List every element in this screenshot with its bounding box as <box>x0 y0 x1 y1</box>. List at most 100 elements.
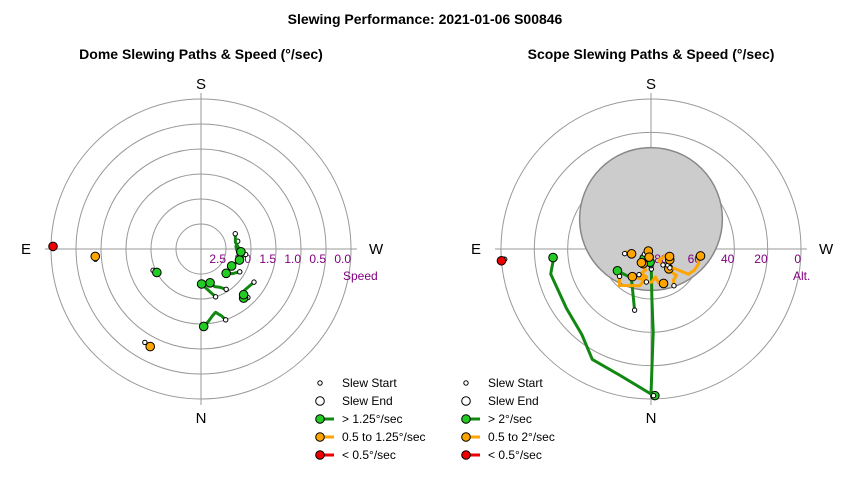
slew-start-marker <box>142 339 148 346</box>
slew-path-line <box>202 310 228 328</box>
slew-start-marker <box>232 231 238 237</box>
slew-end-marker <box>198 321 209 332</box>
legend: Slew Start Slew End > 1.25°/sec 0.5 to 1.25… <box>315 376 426 462</box>
legend-entry: 0.5 to 2°/sec <box>461 430 555 444</box>
slew-start-marker <box>650 392 657 399</box>
legend-label: > 1.25°/sec <box>342 412 403 426</box>
slew-path-line <box>617 272 649 288</box>
legend-entry: > 1.25°/sec <box>315 412 403 426</box>
slew-path-line <box>549 256 656 398</box>
compass-s: S <box>196 76 206 93</box>
legend-entry: Slew End <box>315 394 393 408</box>
slew-path <box>196 279 219 300</box>
slew-path-line <box>668 254 702 276</box>
slew-path <box>636 257 647 268</box>
tick-label: 0 <box>794 252 801 266</box>
slew-path <box>142 339 156 352</box>
slew-start-marker <box>212 294 219 300</box>
slew-path <box>48 241 58 252</box>
slew-end-marker <box>636 257 647 268</box>
tick-label: 2.5 <box>209 252 226 266</box>
legend-label: < 0.5°/sec <box>488 448 542 462</box>
slew-start-marker <box>223 286 229 292</box>
slew-path <box>548 252 657 399</box>
legend-marker <box>461 432 471 442</box>
figure-title: Slewing Performance: 2021-01-06 S00846 <box>288 11 563 27</box>
slew-end-marker <box>221 268 231 279</box>
slew-end-marker <box>145 341 156 352</box>
legend-marker <box>315 432 325 442</box>
slew-path <box>612 265 638 313</box>
slew-end-marker <box>236 246 246 257</box>
slew-end-marker <box>196 279 207 289</box>
slew-path <box>221 268 243 279</box>
radial-axis-label: Speed <box>343 269 378 283</box>
tick-label: 20 <box>754 252 768 266</box>
legend-label: > 2°/sec <box>488 412 532 426</box>
legend-label: 0.5 to 2°/sec <box>488 430 555 444</box>
compass-w: W <box>819 241 834 258</box>
slew-start-marker <box>636 271 642 278</box>
legend-marker <box>315 450 325 460</box>
slew-path <box>150 267 162 278</box>
slew-path <box>205 278 229 292</box>
slew-end-marker <box>152 267 162 278</box>
legend-marker <box>461 450 471 460</box>
legend-label: Slew Start <box>488 376 543 390</box>
compass-e: E <box>21 241 31 258</box>
slew-path <box>667 251 706 276</box>
slew-start-marker <box>237 269 243 275</box>
legend-label: < 0.5°/sec <box>342 448 396 462</box>
legend-label: 0.5 to 1.25°/sec <box>342 430 426 444</box>
legend-entry: > 2°/sec <box>461 412 532 426</box>
legend-end-symbol <box>315 396 325 406</box>
compass-n: N <box>646 410 657 427</box>
slew-start-marker <box>660 262 666 268</box>
legend-entry: 0.5 to 1.25°/sec <box>315 430 426 444</box>
slew-path <box>643 275 669 289</box>
slew-path <box>90 251 101 262</box>
slew-path <box>616 271 649 288</box>
slew-path <box>496 255 508 266</box>
slew-end-marker <box>496 255 507 266</box>
legend-marker <box>461 414 471 424</box>
legend-entry: < 0.5°/sec <box>315 448 396 462</box>
legend-entry: Slew Start <box>317 376 397 390</box>
tick-label: 1.0 <box>284 252 301 266</box>
compass-w: W <box>369 241 384 258</box>
slew-end-marker <box>238 289 249 300</box>
slew-end-marker <box>48 241 58 252</box>
compass-s: S <box>646 76 656 93</box>
slew-end-marker <box>234 255 245 265</box>
tick-label: 40 <box>721 252 735 266</box>
legend: Slew Start Slew End > 2°/sec 0.5 to 2°/sec <… <box>461 376 555 462</box>
slew-path <box>238 279 257 300</box>
legend-label: Slew Start <box>342 376 397 390</box>
tick-label: 1.5 <box>259 252 276 266</box>
dome-panel: Dome Slewing Paths & Speed (°/sec) S N E W 2.… <box>21 46 426 462</box>
slew-start-marker <box>631 307 638 313</box>
slew-start-marker <box>222 317 229 323</box>
legend-label: Slew End <box>488 394 539 408</box>
compass-e: E <box>471 241 481 258</box>
panel-title: Dome Slewing Paths & Speed (°/sec) <box>79 46 323 62</box>
slew-end-marker <box>664 251 675 262</box>
slew-path <box>232 231 246 257</box>
slew-path <box>622 249 637 259</box>
slew-start-marker <box>616 273 623 280</box>
legend-end-symbol <box>461 396 471 406</box>
legend-label: Slew End <box>342 394 393 408</box>
legend-entry: Slew End <box>461 394 539 408</box>
slew-end-marker <box>644 252 654 262</box>
slew-start-marker <box>622 250 628 257</box>
slew-start-marker <box>667 265 673 271</box>
radial-axis-label: Alt. <box>793 269 810 283</box>
slew-end-marker <box>90 251 101 262</box>
slew-path <box>657 251 675 268</box>
slew-start-marker <box>251 279 257 285</box>
legend-start-symbol <box>463 380 469 386</box>
slew-start-marker <box>671 283 677 289</box>
slew-end-marker <box>205 278 215 288</box>
slew-end-marker <box>626 249 637 259</box>
